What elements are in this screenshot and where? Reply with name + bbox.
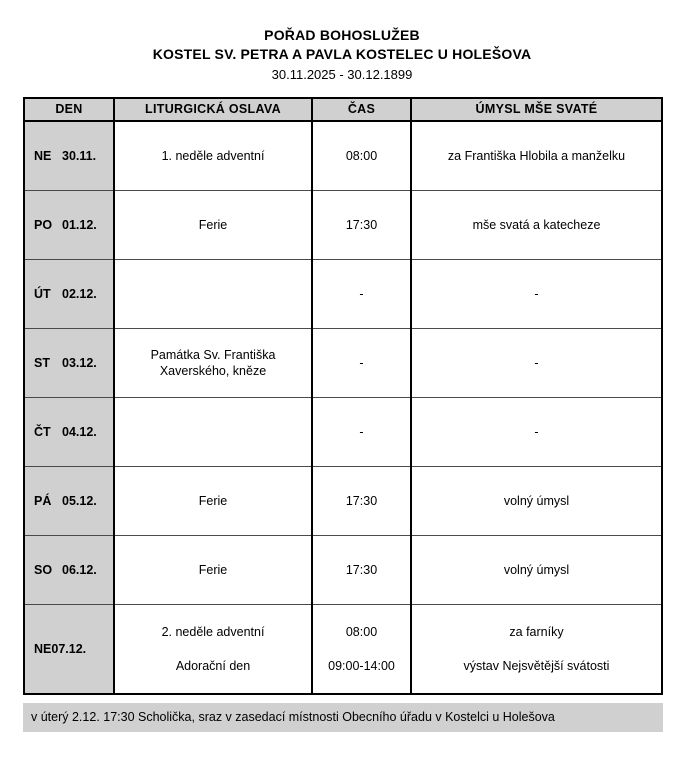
column-header-time: ČAS bbox=[312, 98, 412, 122]
cell-intention: volný úmysl bbox=[411, 466, 662, 536]
cell-time: - bbox=[312, 259, 412, 329]
intention-secondary: výstav Nejsvětější svátosti bbox=[463, 659, 610, 673]
liturgy-primary: 2. neděle adventní bbox=[161, 625, 265, 639]
footer-note: v úterý 2.12. 17:30 Scholička, sraz v za… bbox=[23, 703, 663, 732]
cell-day: SO 06.12. bbox=[24, 535, 115, 605]
time-secondary: 09:00-14:00 bbox=[328, 659, 395, 673]
day-of-week: ČT bbox=[34, 425, 51, 439]
document-header: POŘAD BOHOSLUŽEB KOSTEL SV. PETRA A PAVL… bbox=[0, 0, 684, 84]
cell-intention: mše svatá a katecheze bbox=[411, 190, 662, 260]
cell-intention: - bbox=[411, 328, 662, 398]
table-row: PO 01.12. Ferie 17:30 mše svatá a kateche… bbox=[24, 190, 662, 260]
liturgy-secondary: Adorační den bbox=[175, 659, 251, 673]
table-row: ST 03.12. Památka Sv. Františka Xaverskéh… bbox=[24, 328, 662, 398]
table-row: NE 30.11. 1. neděle adventní 08:00 za Fra… bbox=[24, 121, 662, 191]
day-of-week: PO bbox=[34, 218, 53, 232]
table-row: PÁ 05.12. Ferie 17:30 volný úmysl bbox=[24, 466, 662, 536]
cell-liturgy: 1. neděle adventní bbox=[114, 121, 313, 191]
column-header-liturgy: LITURGICKÁ OSLAVA bbox=[114, 98, 313, 122]
liturgy-line-1: Památka Sv. Františka bbox=[150, 348, 276, 362]
day-date: 07.12. bbox=[51, 642, 87, 656]
cell-time: 17:30 bbox=[312, 466, 412, 536]
cell-intention: volný úmysl bbox=[411, 535, 662, 605]
cell-liturgy bbox=[114, 397, 313, 467]
cell-time: 17:30 bbox=[312, 535, 412, 605]
table-header: DEN LITURGICKÁ OSLAVA ČAS ÚMYSL MŠE SVAT… bbox=[24, 98, 662, 122]
day-date: 30.11. bbox=[62, 149, 97, 163]
cell-day: PO 01.12. bbox=[24, 190, 115, 260]
day-date: 05.12. bbox=[62, 494, 97, 508]
time-split-wrapper: 08:00 09:00-14:00 bbox=[313, 605, 410, 693]
cell-liturgy: 2. neděle adventní Adorační den bbox=[114, 604, 313, 694]
day-of-week: SO bbox=[34, 563, 53, 577]
liturgy-line-2: Xaverského, kněze bbox=[159, 364, 267, 378]
table-row: ÚT 02.12. - - bbox=[24, 259, 662, 329]
page-title: POŘAD BOHOSLUŽEB bbox=[264, 27, 420, 43]
date-range: 30.11.2025 - 30.12.1899 bbox=[271, 67, 413, 82]
cell-liturgy: Ferie bbox=[114, 466, 313, 536]
liturgy-split-wrapper: 2. neděle adventní Adorační den bbox=[115, 605, 311, 693]
day-of-week: NE bbox=[34, 149, 52, 163]
table-row: NE 07.12. 2. neděle adventní Adorační den… bbox=[24, 604, 662, 694]
day-date: 02.12. bbox=[62, 287, 97, 301]
time-primary: 08:00 bbox=[345, 625, 378, 639]
cell-time: 08:00 bbox=[312, 121, 412, 191]
intention-primary: za farníky bbox=[509, 625, 564, 639]
day-date: 01.12. bbox=[62, 218, 97, 232]
cell-day: NE 30.11. bbox=[24, 121, 115, 191]
schedule-table-container: DEN LITURGICKÁ OSLAVA ČAS ÚMYSL MŠE SVAT… bbox=[23, 97, 663, 695]
cell-liturgy: Ferie bbox=[114, 190, 313, 260]
cell-liturgy: Ferie bbox=[114, 535, 313, 605]
page-subtitle-church: KOSTEL SV. PETRA A PAVLA KOSTELEC U HOLE… bbox=[152, 46, 532, 62]
cell-liturgy: Památka Sv. Františka Xaverského, kněze bbox=[114, 328, 313, 398]
day-of-week: NE bbox=[34, 642, 52, 656]
day-label-wrapper: NE 07.12. bbox=[25, 605, 113, 693]
table-row: SO 06.12. Ferie 17:30 volný úmysl bbox=[24, 535, 662, 605]
cell-time: 08:00 09:00-14:00 bbox=[312, 604, 412, 694]
cell-intention: - bbox=[411, 259, 662, 329]
day-of-week: PÁ bbox=[34, 494, 52, 508]
cell-day: PÁ 05.12. bbox=[24, 466, 115, 536]
day-of-week: ÚT bbox=[34, 287, 51, 301]
cell-day: ČT 04.12. bbox=[24, 397, 115, 467]
day-date: 04.12. bbox=[62, 425, 97, 439]
day-date: 03.12. bbox=[62, 356, 97, 370]
table-body: NE 30.11. 1. neděle adventní 08:00 za Fra… bbox=[24, 121, 662, 694]
cell-time: 17:30 bbox=[312, 190, 412, 260]
cell-time: - bbox=[312, 328, 412, 398]
intention-split-wrapper: za farníky výstav Nejsvětější svátosti bbox=[412, 605, 661, 693]
cell-day: ÚT 02.12. bbox=[24, 259, 115, 329]
cell-day: ST 03.12. bbox=[24, 328, 115, 398]
cell-time: - bbox=[312, 397, 412, 467]
day-of-week: ST bbox=[34, 356, 50, 370]
cell-liturgy bbox=[114, 259, 313, 329]
table-header-row: DEN LITURGICKÁ OSLAVA ČAS ÚMYSL MŠE SVAT… bbox=[24, 98, 662, 122]
cell-day: NE 07.12. bbox=[24, 604, 115, 694]
day-date: 06.12. bbox=[62, 563, 97, 577]
cell-intention: - bbox=[411, 397, 662, 467]
cell-intention: za Františka Hlobila a manželku bbox=[447, 149, 626, 163]
table-row: ČT 04.12. - - bbox=[24, 397, 662, 467]
schedule-table: DEN LITURGICKÁ OSLAVA ČAS ÚMYSL MŠE SVAT… bbox=[23, 97, 663, 695]
cell-intention: za farníky výstav Nejsvětější svátosti bbox=[411, 604, 662, 694]
column-header-intention: ÚMYSL MŠE SVATÉ bbox=[411, 98, 662, 122]
column-header-day: DEN bbox=[24, 98, 115, 122]
